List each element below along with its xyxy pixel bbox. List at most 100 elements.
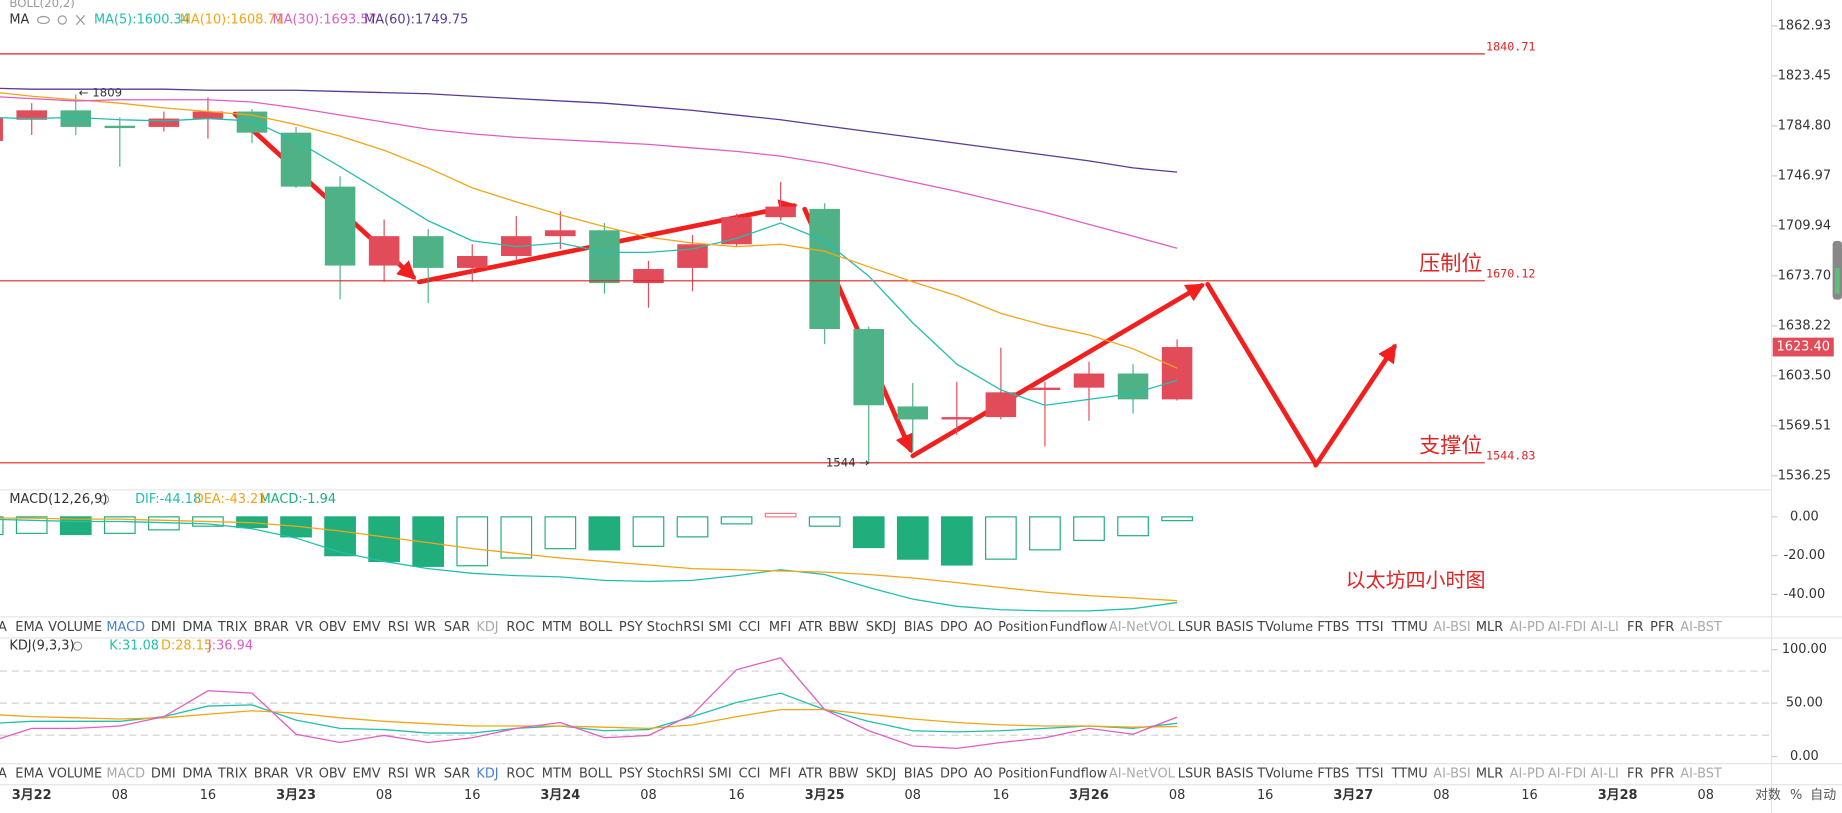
indicator-tab[interactable]: FTBS [1317,767,1349,782]
indicator-tab[interactable]: TTSI [1355,620,1384,635]
gear-icon[interactable] [72,641,83,651]
indicator-tab[interactable]: TTSI [1355,767,1384,782]
indicator-tab[interactable]: A [0,767,7,782]
indicator-tab[interactable]: BIAS [904,767,934,782]
gear-icon[interactable] [57,15,67,25]
indicator-tab[interactable]: VR [295,620,313,635]
scale-button[interactable]: 对数 [1755,788,1781,803]
indicator-tab[interactable]: BRAR [254,767,289,782]
gear-icon[interactable] [99,494,110,505]
indicator-tab[interactable]: BASIS [1216,767,1254,782]
indicator-tab[interactable]: PSY [619,620,643,635]
indicator-tab[interactable]: DMI [151,767,176,782]
indicator-tab[interactable]: MLR [1476,767,1503,782]
indicator-tab[interactable]: MTM [542,767,572,782]
indicator-tab[interactable]: ATR [798,620,823,635]
indicator-tab[interactable]: SAR [444,620,470,635]
indicator-tab[interactable]: MACD [106,620,145,635]
indicator-tab[interactable]: EMV [352,767,380,782]
indicator-tab[interactable]: Position [998,620,1048,635]
indicator-tab[interactable]: OBV [319,620,347,635]
indicator-tab[interactable]: EMA [15,767,43,782]
indicator-tab[interactable]: AI-BST [1680,620,1722,635]
indicator-tab[interactable]: SMI [709,620,732,635]
indicator-tab[interactable]: TVolume [1256,620,1313,635]
indicator-tab[interactable]: ROC [506,767,534,782]
indicator-tab[interactable]: FR [1627,620,1643,635]
indicator-tab[interactable]: CCI [739,767,761,782]
indicator-tab[interactable]: BIAS [904,620,934,635]
indicator-tab[interactable]: PSY [619,767,643,782]
scale-button[interactable]: % [1790,788,1802,803]
indicator-tab[interactable]: TTMU [1391,767,1428,782]
indicator-tab[interactable]: SAR [444,767,470,782]
indicator-tab[interactable]: StochRSI [647,767,704,782]
indicator-tab[interactable]: DMI [151,620,176,635]
indicator-tab[interactable]: MACD [106,767,145,782]
indicator-tab[interactable]: WR [414,767,436,782]
indicator-tab[interactable]: ROC [506,620,534,635]
indicator-tab[interactable]: AI-NetVOL [1109,767,1176,782]
indicator-tab[interactable]: OBV [319,767,347,782]
indicator-tab[interactable]: DMA [182,767,212,782]
indicator-tab[interactable]: ATR [798,767,823,782]
indicator-tab[interactable]: EMV [352,620,380,635]
indicator-tab[interactable]: AI-NetVOL [1109,620,1176,635]
indicator-tab[interactable]: VOLUME [48,767,102,782]
indicator-tab[interactable]: TVolume [1256,767,1313,782]
indicator-tab[interactable]: FTBS [1317,620,1349,635]
indicator-tab[interactable]: Fundflow [1049,767,1107,782]
indicator-tab[interactable]: MLR [1476,620,1503,635]
indicator-tab[interactable]: BASIS [1216,620,1254,635]
indicator-tab[interactable]: SKDJ [866,767,896,782]
indicator-tab[interactable]: KDJ [476,620,498,635]
indicator-tab[interactable]: BOLL [579,620,613,635]
indicator-tab[interactable]: TRIX [217,767,248,782]
indicator-tab[interactable]: DPO [940,620,968,635]
indicator-tab[interactable]: AI-BST [1680,767,1722,782]
indicator-tab[interactable]: EMA [15,620,43,635]
indicator-tab[interactable]: RSI [388,767,409,782]
indicator-tab[interactable]: StochRSI [647,620,704,635]
indicator-tab[interactable]: DMA [182,620,212,635]
indicator-tab[interactable]: AO [974,620,993,635]
indicator-tab[interactable]: Fundflow [1049,620,1107,635]
indicator-tab[interactable]: MFI [769,620,791,635]
indicator-tab[interactable]: AI-FDI [1548,767,1586,782]
indicator-tab[interactable]: BOLL [579,767,613,782]
indicator-tab[interactable]: AI-BSI [1433,767,1470,782]
indicator-tab[interactable]: BRAR [254,620,289,635]
indicator-tab[interactable]: LSUR [1178,620,1212,635]
indicator-tab[interactable]: WR [414,620,436,635]
indicator-tab[interactable]: CCI [739,620,761,635]
indicator-tab[interactable]: RSI [388,620,409,635]
indicator-tab[interactable]: MFI [769,767,791,782]
indicator-tab[interactable]: SKDJ [866,620,896,635]
indicator-tab[interactable]: FR [1627,767,1643,782]
indicator-tab[interactable]: LSUR [1178,767,1212,782]
indicator-tab[interactable]: TRIX [217,620,248,635]
indicator-tab[interactable]: VOLUME [48,620,102,635]
indicator-tab[interactable]: AO [974,767,993,782]
indicator-tab[interactable]: SMI [709,767,732,782]
indicator-tab[interactable]: VR [295,767,313,782]
indicator-tab[interactable]: PFR [1650,620,1674,635]
indicator-tab[interactable]: AI-PD [1510,620,1545,635]
scale-button[interactable]: 自动 [1810,788,1836,803]
indicator-tab[interactable]: AI-FDI [1548,620,1586,635]
indicator-tab[interactable]: AI-LI [1591,620,1619,635]
eye-icon[interactable] [37,15,50,25]
indicator-tab[interactable]: MTM [542,620,572,635]
indicator-tab[interactable]: A [0,620,7,635]
indicator-tab[interactable]: Position [998,767,1048,782]
indicator-tab[interactable]: TTMU [1391,620,1428,635]
indicator-tab[interactable]: DPO [940,767,968,782]
indicator-tab[interactable]: PFR [1650,767,1674,782]
indicator-tab[interactable]: AI-BSI [1433,620,1470,635]
indicator-tab[interactable]: AI-LI [1591,767,1619,782]
indicator-tab[interactable]: BBW [828,767,858,782]
indicator-tab[interactable]: KDJ [476,767,498,782]
indicator-tab[interactable]: AI-PD [1510,767,1545,782]
close-icon[interactable] [75,14,86,26]
indicator-tab[interactable]: BBW [828,620,858,635]
